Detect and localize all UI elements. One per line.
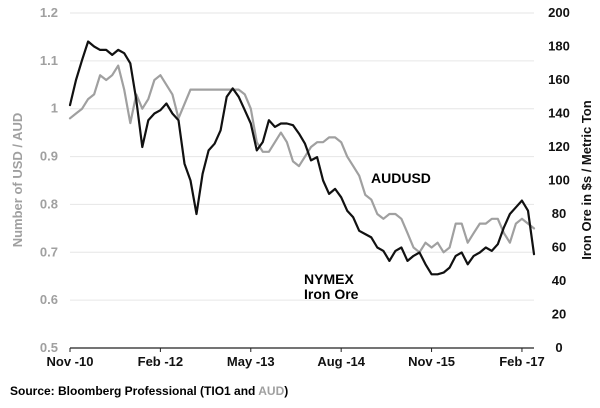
x-axis-ticks: Nov -10 Feb -12 May -13 Aug -14 Nov -15 Feb -… [47,348,545,369]
iron-ore-series-label-line2: Iron Ore [304,286,359,302]
left-tick-label: 0.6 [40,292,58,307]
left-axis-label: Number of USD / AUD [10,113,25,248]
x-tick-label: May -13 [227,354,275,369]
right-tick-label: 60 [552,240,566,255]
left-tick-label: 0.8 [40,196,58,211]
right-tick-label: 20 [552,307,566,322]
series-lines [68,40,536,276]
x-tick-label: Feb -12 [138,354,184,369]
right-tick-label: 140 [548,106,570,121]
left-tick-label: 1.1 [40,53,58,68]
left-tick-label: 0.5 [40,340,58,355]
right-tick-label: 200 [548,5,570,20]
right-tick-label: 100 [548,173,570,188]
source-suffix: ) [284,384,289,398]
right-tick-label: 180 [548,39,570,54]
left-axis-ticks: 1.2 1.1 1 0.9 0.8 0.7 0.6 0.5 [40,5,58,355]
left-tick-label: 0.7 [40,244,58,259]
left-tick-label: 1.2 [40,5,58,20]
right-axis-label: Iron Ore in $s / Metric Ton [579,100,594,259]
iron-ore-series-label-line1: NYMEX [304,271,354,287]
gridlines [70,12,534,349]
source-highlight: AUD [258,384,285,398]
left-tick-label: 0.9 [40,149,58,164]
right-tick-label: 80 [552,206,566,221]
right-tick-label: 160 [548,72,570,87]
right-tick-label: 0 [555,340,562,355]
right-tick-label: 40 [552,273,566,288]
x-tick-label: Feb -17 [499,354,545,369]
audusd-series-label: AUDUSD [371,170,431,186]
audusd-line [68,64,536,254]
source-note: Source: Bloomberg Professional (TIO1 and… [10,384,288,398]
left-tick-label: 1 [51,101,58,116]
x-tick-label: Nov -10 [47,354,94,369]
x-tick-label: Aug -14 [317,354,365,369]
iron-ore-line [68,40,536,276]
x-tick-label: Nov -15 [408,354,455,369]
right-tick-label: 120 [548,139,570,154]
source-prefix: Source: Bloomberg Professional (TIO1 and [10,384,259,398]
